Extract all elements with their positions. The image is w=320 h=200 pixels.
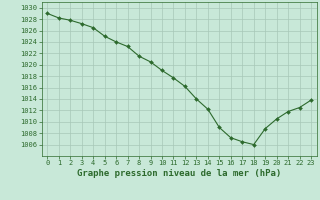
X-axis label: Graphe pression niveau de la mer (hPa): Graphe pression niveau de la mer (hPa) [77,169,281,178]
